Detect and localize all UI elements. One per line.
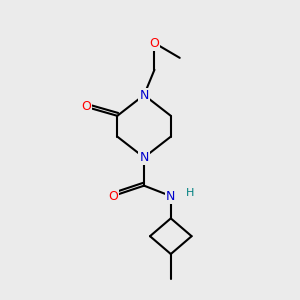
- Text: N: N: [140, 88, 149, 101]
- Text: O: O: [149, 37, 159, 50]
- Text: O: O: [81, 100, 91, 113]
- Text: H: H: [186, 188, 194, 198]
- Text: N: N: [140, 151, 149, 164]
- Text: N: N: [166, 190, 176, 202]
- Text: O: O: [108, 190, 118, 202]
